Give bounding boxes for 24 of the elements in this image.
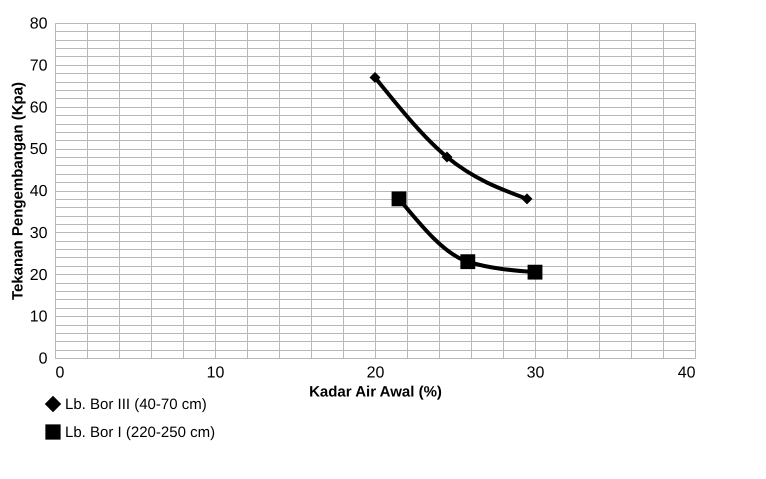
y-tick-label: 30 [30, 224, 48, 242]
x-axis-title: Kadar Air Awal (%) [309, 384, 442, 400]
x-tick-label: 30 [526, 364, 544, 382]
y-tick-label: 40 [30, 183, 48, 200]
y-tick-label: 50 [30, 141, 48, 158]
point [392, 191, 406, 206]
y-tick-label: 60 [30, 99, 48, 116]
x-tick-label: 0 [56, 364, 64, 382]
y-tick-label: 70 [30, 57, 48, 74]
legend-label: Lb. Bor III (40-70 cm) [65, 396, 207, 413]
x-tick-label: 40 [678, 364, 696, 382]
y-tick-label: 20 [30, 266, 48, 284]
point [442, 152, 452, 162]
y-tick-label: 0 [38, 350, 48, 368]
y-axis-title: Tekanan Pengembangan (Kpa) [10, 82, 27, 300]
point [370, 72, 380, 83]
legend-label: Lb. Bor I (220-250 cm) [65, 424, 216, 441]
x-tick-label: 10 [206, 364, 224, 382]
x-tick-label: 20 [366, 364, 384, 382]
y-tick-label: 10 [30, 308, 48, 326]
y-tick-label: 80 [30, 16, 48, 32]
point [528, 264, 542, 280]
point [460, 254, 476, 270]
point [522, 193, 532, 204]
